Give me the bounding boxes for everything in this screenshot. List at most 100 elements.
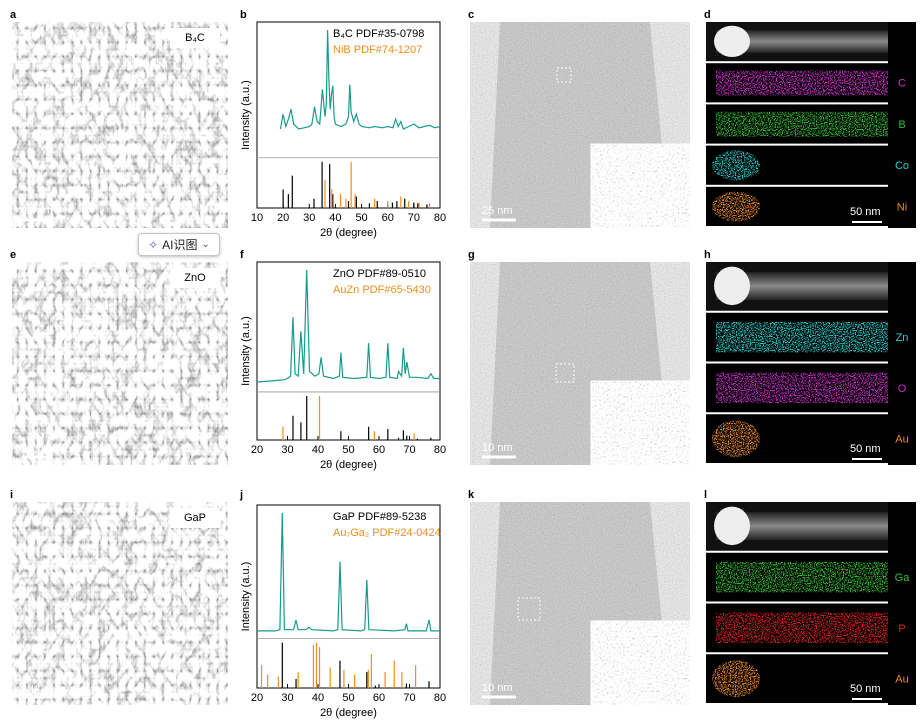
scale-bar-label: 50 nm xyxy=(850,443,881,455)
selected-area xyxy=(555,363,575,383)
element-label: C xyxy=(898,78,906,90)
ai-button-label: AI识图 xyxy=(162,238,198,252)
panel-letter: j xyxy=(239,489,243,501)
haadf-particle xyxy=(714,25,750,58)
legend-entry: B₄C PDF#35-0798 xyxy=(333,28,424,40)
eds-map xyxy=(712,150,760,181)
panel-letter: b xyxy=(240,9,247,21)
scale-bar-label: 10 μm xyxy=(22,442,53,454)
sem-label-box xyxy=(170,268,220,288)
x-tick-label: 30 xyxy=(281,692,293,704)
scale-bar-label: 50 nm xyxy=(850,206,881,218)
x-tick-label: 80 xyxy=(434,692,446,704)
eds-map xyxy=(712,191,760,222)
eds-map xyxy=(712,420,760,457)
panel-letter: k xyxy=(468,489,475,501)
x-axis-label: 2θ (degree) xyxy=(320,707,377,719)
x-tick-label: 60 xyxy=(382,212,394,224)
sem-image xyxy=(12,262,228,465)
panel-letter: d xyxy=(704,9,711,21)
element-label: B xyxy=(898,119,905,131)
y-axis-label: Intensity (a.u.) xyxy=(240,316,252,386)
hrtem-inset xyxy=(591,621,690,705)
legend-entry: ZnO PDF#89-0510 xyxy=(333,268,426,280)
sem-label-box xyxy=(170,28,220,48)
x-tick-label: 80 xyxy=(434,212,446,224)
inset-scale-label: 1 nm xyxy=(630,453,654,465)
inset-scale-label: 2 nm xyxy=(630,216,654,228)
scale-bar-label: 50 nm xyxy=(850,683,881,695)
element-label: Ga xyxy=(895,572,911,584)
y-axis-label: Intensity (a.u.) xyxy=(240,80,252,150)
eds-map xyxy=(716,70,888,96)
eds-map xyxy=(716,612,888,644)
element-label: O xyxy=(898,383,907,395)
x-tick-label: 60 xyxy=(373,444,385,456)
selected-area xyxy=(517,597,541,621)
scale-bar-label: 10 nm xyxy=(482,442,513,454)
hrtem-frame xyxy=(590,620,691,706)
panel-letter: a xyxy=(10,9,17,21)
eds-label-column xyxy=(888,502,916,705)
haadf-particle xyxy=(714,266,750,306)
sem-label: ZnO xyxy=(184,272,206,284)
x-axis-label: 2θ (degree) xyxy=(320,459,377,471)
sem-image xyxy=(12,502,228,705)
scale-bar-label: 25 nm xyxy=(482,205,513,217)
panel-letter: i xyxy=(10,489,13,501)
legend-entry: AuZn PDF#65-5430 xyxy=(333,284,431,296)
hrtem-inset xyxy=(591,381,690,465)
scale-bar-label: 10 nm xyxy=(482,682,513,694)
element-label: P xyxy=(898,623,905,635)
element-label: Co xyxy=(895,160,909,172)
element-label: Au xyxy=(895,434,908,446)
x-tick-label: 50 xyxy=(355,212,367,224)
x-tick-label: 40 xyxy=(312,692,324,704)
panel-letter: c xyxy=(468,9,474,21)
ai-button[interactable]: ✧ AI识图 ⌄ xyxy=(138,233,220,256)
x-tick-label: 60 xyxy=(373,692,385,704)
x-tick-label: 40 xyxy=(329,212,341,224)
lattice-label: 4.0 Å (003) xyxy=(613,201,667,214)
panel-letter: l xyxy=(704,489,707,501)
xrd-pattern xyxy=(257,512,440,632)
haadf-wire xyxy=(716,30,888,53)
lattice-label: 3.1 Å (111) xyxy=(614,624,667,637)
x-tick-label: 70 xyxy=(403,444,415,456)
x-tick-label: 20 xyxy=(251,444,263,456)
x-tick-label: 40 xyxy=(312,444,324,456)
element-label: Zn xyxy=(896,332,909,344)
panel-letter: h xyxy=(704,249,711,261)
sem-image xyxy=(12,22,228,228)
eds-map xyxy=(712,660,760,697)
x-axis-label: 2θ (degree) xyxy=(320,227,377,239)
scale-bar-label: 1 μm xyxy=(22,682,47,694)
sem-label: GaP xyxy=(184,512,206,524)
hrtem-inset xyxy=(591,144,690,228)
element-label: Ni xyxy=(897,201,907,213)
selected-area xyxy=(556,67,572,83)
legend-entry: NiB PDF#74-1207 xyxy=(333,44,422,56)
x-tick-label: 20 xyxy=(277,212,289,224)
legend-entry: Au₇Ga₂ PDF#24-0424 xyxy=(333,527,441,539)
eds-map xyxy=(716,561,888,593)
y-axis-label: Intensity (a.u.) xyxy=(240,562,252,632)
element-label: Au xyxy=(895,674,908,686)
x-tick-label: 30 xyxy=(281,444,293,456)
x-tick-label: 10 xyxy=(251,212,263,224)
eds-map xyxy=(716,111,888,137)
panel-letter: e xyxy=(10,249,16,261)
sem-label: B₄C xyxy=(185,32,205,44)
lattice-label: 2.6 Å (104) xyxy=(613,147,667,160)
xrd-pattern xyxy=(279,29,441,130)
x-tick-label: 80 xyxy=(434,444,446,456)
xrd-pattern xyxy=(256,269,440,383)
eds-map xyxy=(716,372,888,404)
x-tick-label: 30 xyxy=(303,212,315,224)
hrtem-frame xyxy=(590,380,691,466)
panel-letter: g xyxy=(468,249,475,261)
x-tick-label: 50 xyxy=(342,692,354,704)
eds-label-column xyxy=(888,262,916,465)
